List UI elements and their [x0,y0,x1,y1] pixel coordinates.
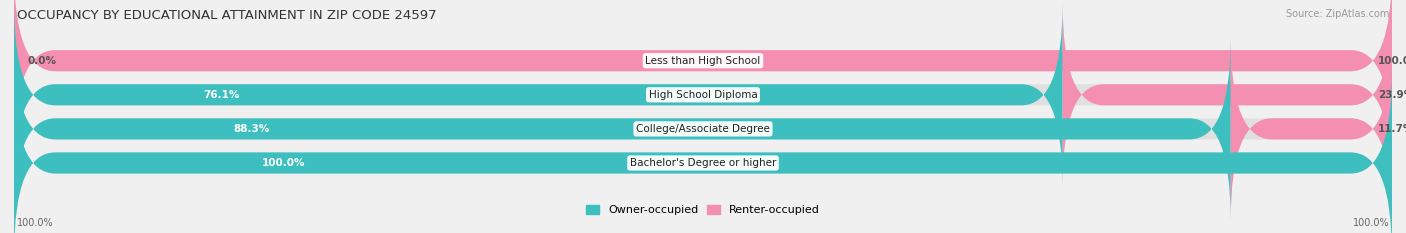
FancyBboxPatch shape [14,71,1392,233]
FancyBboxPatch shape [14,3,1392,186]
Text: Source: ZipAtlas.com: Source: ZipAtlas.com [1285,9,1389,19]
FancyBboxPatch shape [14,0,1392,152]
Text: 100.0%: 100.0% [17,218,53,228]
Text: Less than High School: Less than High School [645,56,761,66]
Text: 76.1%: 76.1% [202,90,239,100]
Text: Bachelor's Degree or higher: Bachelor's Degree or higher [630,158,776,168]
FancyBboxPatch shape [14,3,1063,186]
Text: 100.0%: 100.0% [1378,56,1406,66]
FancyBboxPatch shape [1063,3,1392,186]
FancyBboxPatch shape [14,37,1230,221]
Text: College/Associate Degree: College/Associate Degree [636,124,770,134]
Text: 100.0%: 100.0% [262,158,305,168]
FancyBboxPatch shape [14,37,1392,221]
FancyBboxPatch shape [1230,37,1392,221]
Text: 100.0%: 100.0% [1353,218,1389,228]
FancyBboxPatch shape [14,0,1392,152]
Text: 23.9%: 23.9% [1378,90,1406,100]
Text: High School Diploma: High School Diploma [648,90,758,100]
FancyBboxPatch shape [14,71,1392,233]
Text: OCCUPANCY BY EDUCATIONAL ATTAINMENT IN ZIP CODE 24597: OCCUPANCY BY EDUCATIONAL ATTAINMENT IN Z… [17,9,436,22]
Legend: Owner-occupied, Renter-occupied: Owner-occupied, Renter-occupied [586,205,820,215]
Text: 11.7%: 11.7% [1378,124,1406,134]
Text: 88.3%: 88.3% [233,124,270,134]
Text: 0.0%: 0.0% [28,56,56,66]
